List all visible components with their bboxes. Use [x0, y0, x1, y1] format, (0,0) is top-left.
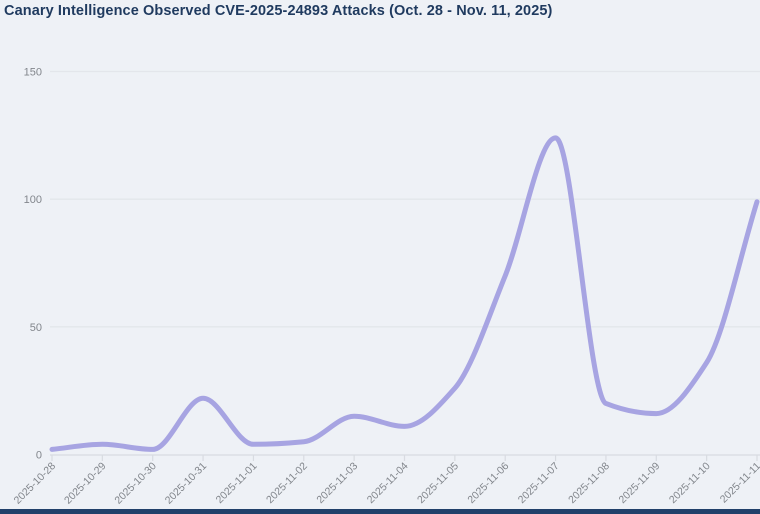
chart-title: Canary Intelligence Observed CVE-2025-24…: [4, 3, 553, 19]
y-axis-tick-label: 150: [24, 67, 42, 79]
x-axis-tick-label: 2025-10-31: [163, 460, 210, 507]
x-axis-tick-label: 2025-10-30: [112, 460, 159, 507]
x-axis-tick-label: 2025-11-03: [314, 460, 360, 506]
x-axis-tick-label: 2025-11-06: [465, 460, 511, 506]
y-axis-tick-label: 0: [36, 450, 42, 462]
x-axis-tick-label: 2025-11-09: [616, 460, 662, 506]
x-axis-tick-label: 2025-10-28: [12, 460, 59, 507]
x-axis-tick-label: 2025-11-05: [415, 460, 461, 506]
y-axis-tick-label: 50: [30, 322, 42, 334]
y-axis-tick-label: 100: [24, 194, 42, 206]
x-axis-tick-label: 2025-11-02: [264, 460, 310, 506]
x-axis-tick-label: 2025-11-11: [718, 460, 760, 505]
x-axis-tick-label: 2025-10-29: [62, 460, 109, 507]
attack-count-line: [49, 135, 760, 452]
x-axis-tick-label: 2025-11-04: [365, 460, 411, 506]
x-axis-tick-label: 2025-11-08: [566, 460, 612, 506]
x-axis-tick-label: 2025-11-07: [516, 460, 562, 506]
bottom-window-edge: [0, 509, 760, 514]
x-axis-tick-label: 2025-11-10: [667, 460, 713, 506]
x-axis-tick-label: 2025-11-01: [214, 460, 260, 506]
